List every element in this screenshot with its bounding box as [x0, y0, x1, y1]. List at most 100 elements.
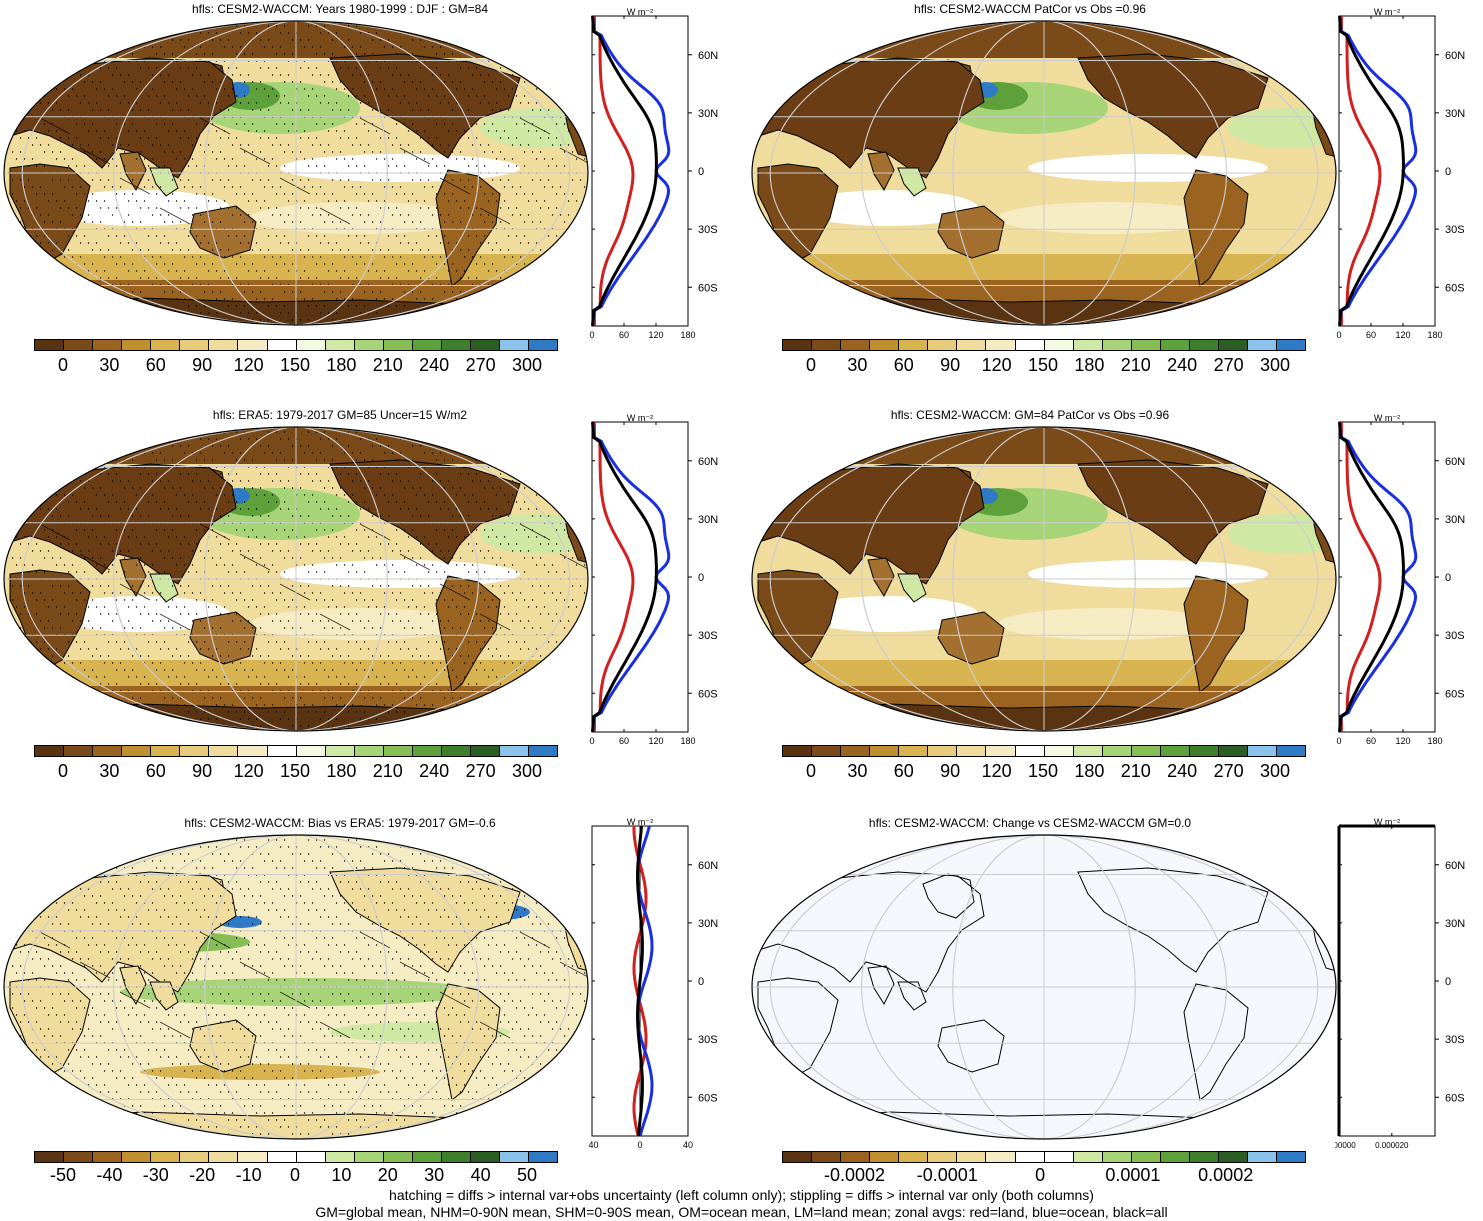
colorbar-tick-label: 150 — [279, 355, 311, 375]
colorbar-tick-label: 30 — [99, 761, 120, 781]
colorbar-swatch — [1102, 746, 1132, 756]
colorbar-swatch — [470, 746, 500, 756]
colorbar-swatch — [1277, 746, 1306, 756]
colorbar-swatch — [267, 1152, 297, 1162]
colorbar-swatch — [500, 1152, 530, 1162]
colorbar-tick-label: 0 — [805, 761, 817, 781]
colorbar-tick-label: 180 — [326, 761, 357, 781]
colorbar-swatch — [899, 746, 929, 756]
colorbar-tick-label: 150 — [1027, 761, 1059, 781]
colorbar-tick-label: 60 — [893, 355, 914, 375]
colorbar-swatch — [1044, 1152, 1074, 1162]
map-title: hfls: ERA5: 1979-2017 GM=85 Uncer=15 W/m… — [212, 408, 468, 422]
colorbar-swatch — [1248, 1152, 1278, 1162]
colorbar-tick-label: 10 — [331, 1165, 352, 1185]
colorbar-swatch — [354, 746, 384, 756]
colorbar-swatch — [1073, 746, 1103, 756]
colorbar-swatch — [1073, 340, 1103, 350]
colorbar-ticks: 0 30 60 90 120 150 180 210 240 270 300 — [782, 355, 1304, 377]
colorbar-swatch — [209, 1152, 239, 1162]
colorbar-tick-label: 90 — [192, 355, 213, 375]
zonal-frame — [1338, 825, 1436, 1137]
lat-tick-label: 30S — [698, 630, 718, 642]
zonal-line-land — [1339, 422, 1382, 732]
zonal-unit-label: W m⁻² — [627, 818, 653, 827]
world-map — [751, 834, 1337, 1140]
colorbar-swatch — [783, 1152, 813, 1162]
colorbar-swatch — [870, 1152, 900, 1162]
colorbar-swatch — [35, 746, 65, 756]
colorbar-tick-label: 0 — [57, 355, 69, 375]
zonal-x-tick-label: 180 — [1427, 330, 1442, 340]
colorbar-swatch — [1131, 1152, 1161, 1162]
colorbar — [34, 339, 558, 351]
zonal-line-land — [632, 826, 648, 1137]
lat-tick-label: 60N — [1445, 456, 1465, 468]
colorbar — [782, 339, 1306, 351]
colorbar-tick-label: 0 — [57, 761, 69, 781]
colorbar-swatch — [267, 746, 297, 756]
colorbar-swatch — [1218, 1152, 1248, 1162]
colorbar-swatch — [209, 340, 239, 350]
colorbar-swatch — [412, 340, 442, 350]
world-map — [751, 20, 1337, 326]
colorbar-swatch — [325, 340, 355, 350]
colorbar-swatch — [238, 340, 268, 350]
colorbar-tick-label: 300 — [511, 761, 543, 781]
zonal-line-all — [1338, 421, 1405, 733]
colorbar-swatch — [354, 1152, 384, 1162]
colorbar-tick-label: 300 — [1259, 355, 1291, 375]
colorbar-swatch — [986, 1152, 1016, 1162]
colorbar — [782, 745, 1306, 757]
lat-tick-label: 30S — [1445, 1034, 1465, 1046]
zonal-x-tick-label: 60 — [619, 736, 629, 746]
colorbar-swatch — [325, 1152, 355, 1162]
colorbar-swatch — [470, 340, 500, 350]
colorbar-swatch — [441, 746, 471, 756]
colorbar-swatch — [441, 340, 471, 350]
colorbar-tick-label: 270 — [465, 355, 496, 375]
colorbar-tick-label: 240 — [419, 355, 450, 375]
colorbar-tick-label: -0.0002 — [823, 1165, 886, 1185]
colorbar-tick-label: -0.0001 — [916, 1165, 978, 1185]
lat-tick-label: 30N — [1445, 918, 1465, 930]
colorbar — [34, 745, 558, 757]
map-title: hfls: CESM2-WACCM: GM=84 PatCor vs Obs =… — [890, 408, 1170, 422]
colorbar-swatch — [180, 340, 210, 350]
colorbar-swatch — [64, 1152, 94, 1162]
zonal-line-all — [636, 825, 644, 1137]
colorbar-swatch — [1248, 746, 1278, 756]
colorbar-tick-label: 210 — [1120, 761, 1151, 781]
lat-tick-label: 30N — [698, 918, 718, 930]
colorbar-tick-label: 240 — [419, 761, 450, 781]
colorbar-tick-label: 120 — [233, 761, 264, 781]
colorbar-swatch — [441, 1152, 471, 1162]
colorbar-tick-label: 0.0001 — [1105, 1165, 1161, 1185]
colorbar-tick-label: 120 — [233, 355, 264, 375]
zonal-x-tick-label: 120 — [648, 330, 663, 340]
lat-tick-label: 0 — [1445, 572, 1451, 584]
colorbar-swatch — [529, 1152, 558, 1162]
colorbar-swatch — [151, 1152, 181, 1162]
zonal-x-tick-label: 0.000020 — [1375, 1141, 1409, 1150]
zonal-x-tick-label: 40 — [683, 1140, 693, 1150]
colorbar-tick-label: 270 — [1213, 761, 1244, 781]
colorbar-tick-label: 240 — [1167, 761, 1198, 781]
lat-tick-label: 0 — [698, 976, 704, 988]
colorbar-swatch — [1015, 746, 1045, 756]
colorbar-tick-label: 270 — [465, 761, 496, 781]
world-map — [3, 20, 589, 326]
colorbar-swatch — [325, 746, 355, 756]
colorbar-swatch — [841, 340, 871, 350]
lat-tick-label: 60S — [1445, 282, 1465, 294]
colorbar-swatch — [238, 746, 268, 756]
colorbar-tick-label: 210 — [372, 761, 403, 781]
colorbar — [782, 1151, 1306, 1163]
colorbar-swatch — [870, 746, 900, 756]
lat-tick-label: 0 — [1445, 166, 1451, 178]
colorbar-swatch — [957, 340, 987, 350]
colorbar-tick-label: 30 — [847, 761, 868, 781]
colorbar-tick-label: -30 — [142, 1165, 169, 1185]
colorbar-tick-label: 60 — [145, 761, 166, 781]
